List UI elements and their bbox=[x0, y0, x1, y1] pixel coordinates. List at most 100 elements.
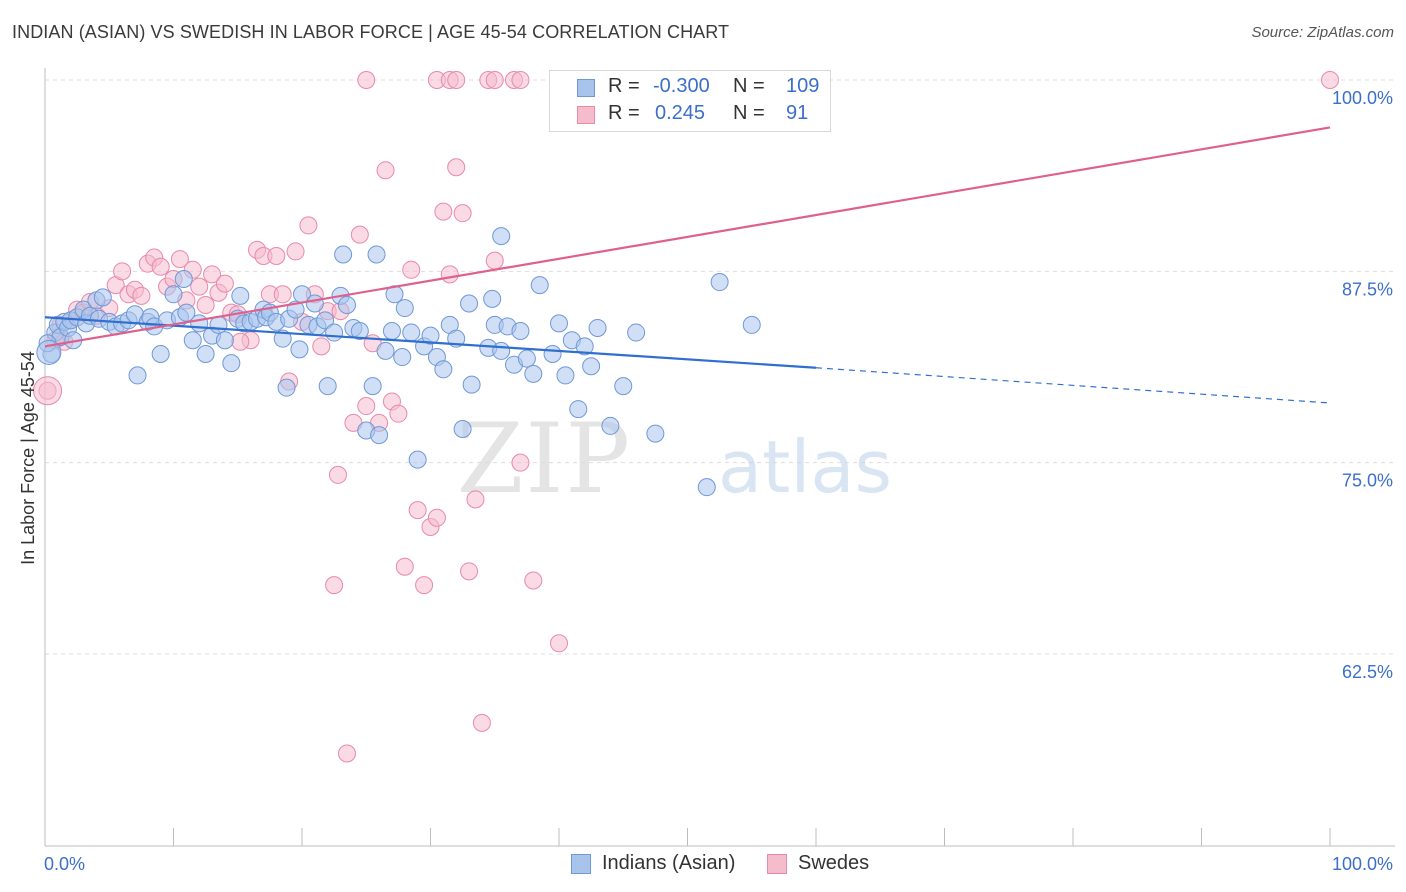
y-tick-label: 62.5% bbox=[1342, 662, 1393, 682]
tick-labels: 62.5% 75.0% 87.5% 100.0% 0.0% 100.0% bbox=[44, 88, 1393, 874]
swede-point bbox=[447, 158, 466, 177]
swede-point bbox=[511, 453, 530, 472]
n-label: N = bbox=[733, 102, 765, 124]
indian-point bbox=[492, 227, 511, 246]
r-value: 0.245 bbox=[655, 102, 706, 124]
indian-point bbox=[462, 375, 481, 394]
indian-point bbox=[183, 331, 202, 350]
swede-point bbox=[357, 71, 376, 89]
indians-trend-line bbox=[44, 316, 817, 369]
swede-point bbox=[415, 576, 434, 595]
indian-point bbox=[569, 400, 588, 419]
indian-point bbox=[556, 366, 575, 385]
indian-point bbox=[601, 416, 620, 435]
indian-point bbox=[395, 299, 414, 318]
swede-point bbox=[325, 576, 344, 595]
swede-point bbox=[427, 508, 446, 527]
indians-points bbox=[36, 227, 761, 497]
indian-point bbox=[697, 478, 716, 497]
r-label: R = bbox=[608, 102, 640, 124]
indian-point bbox=[325, 323, 344, 342]
swede-point bbox=[328, 465, 347, 484]
indian-point bbox=[530, 276, 549, 295]
y-axis-label: In Labor Force | Age 45-54 bbox=[18, 351, 38, 565]
y-tick-label: 75.0% bbox=[1342, 471, 1393, 491]
swede-point bbox=[1321, 71, 1339, 89]
legend-swatch-pink bbox=[767, 854, 787, 874]
indian-point bbox=[582, 357, 601, 376]
indian-point bbox=[305, 294, 324, 313]
indian-point bbox=[367, 245, 386, 264]
swede-point bbox=[113, 262, 132, 281]
swede-point bbox=[151, 257, 170, 276]
swede-point bbox=[350, 225, 369, 244]
swede-point bbox=[447, 71, 466, 89]
watermark-zip: ZIP bbox=[457, 403, 632, 515]
swede-point bbox=[472, 713, 491, 732]
indian-point bbox=[363, 377, 382, 396]
indian-point bbox=[627, 323, 646, 342]
indian-point bbox=[350, 322, 369, 341]
swede-point bbox=[132, 286, 151, 305]
swede-point bbox=[203, 265, 222, 284]
n-value: 91 bbox=[786, 102, 809, 124]
swede-point bbox=[357, 397, 376, 416]
swede-point bbox=[440, 265, 459, 284]
n-label: N = bbox=[733, 75, 765, 97]
swede-point bbox=[215, 274, 234, 293]
swede-point bbox=[485, 71, 504, 89]
swede-point bbox=[389, 404, 408, 423]
swede-point bbox=[511, 71, 530, 89]
swedes-points bbox=[33, 71, 1339, 763]
swede-point bbox=[299, 216, 318, 235]
correlation-stats-box: R = -0.300 N = 109 R = 0.245 N = 91 bbox=[549, 70, 831, 132]
indian-point bbox=[334, 245, 353, 264]
indian-point bbox=[742, 315, 761, 334]
indian-point bbox=[524, 364, 543, 383]
blue-swatch bbox=[577, 79, 595, 97]
indian-point bbox=[575, 337, 594, 356]
indian-point bbox=[393, 348, 412, 367]
stats-row-indians: R = -0.300 N = 109 bbox=[550, 75, 830, 101]
swede-point bbox=[231, 332, 250, 351]
swede-point bbox=[273, 285, 292, 304]
swede-point bbox=[376, 161, 395, 180]
trend-lines bbox=[44, 126, 1331, 404]
indian-point bbox=[588, 318, 607, 337]
indian-point bbox=[453, 419, 472, 438]
indian-point bbox=[382, 322, 401, 341]
swede-point bbox=[267, 247, 286, 266]
swede-point bbox=[402, 260, 421, 279]
swede-point bbox=[170, 250, 189, 269]
indian-point bbox=[231, 286, 250, 305]
watermark: ZIP atlas bbox=[457, 403, 892, 515]
indian-point bbox=[402, 323, 421, 342]
x-tick-label: 100.0% bbox=[1332, 854, 1393, 874]
swede-point bbox=[466, 490, 485, 509]
indian-point bbox=[550, 314, 568, 333]
indian-point bbox=[483, 289, 502, 308]
indian-point bbox=[421, 326, 440, 345]
indian-point bbox=[174, 269, 193, 288]
axes bbox=[44, 68, 1395, 847]
indian-point bbox=[164, 285, 183, 304]
indian-point bbox=[646, 424, 665, 443]
swede-point bbox=[550, 634, 568, 653]
swede-point bbox=[395, 557, 414, 576]
indian-point bbox=[710, 273, 729, 292]
indian-point bbox=[151, 344, 170, 363]
swede-point bbox=[453, 204, 472, 223]
indians-trend-extension bbox=[815, 367, 1331, 404]
stats-row-swedes: R = 0.245 N = 91 bbox=[550, 102, 830, 128]
swede-point bbox=[485, 251, 504, 270]
indian-point bbox=[408, 450, 427, 469]
swede-point bbox=[337, 744, 356, 763]
indian-point bbox=[209, 315, 228, 334]
indian-point bbox=[215, 331, 234, 350]
swede-point bbox=[312, 337, 331, 356]
r-label: R = bbox=[608, 75, 640, 97]
indian-point bbox=[376, 341, 395, 360]
legend-swatch-blue bbox=[571, 854, 591, 874]
indian-point bbox=[316, 311, 335, 330]
indian-point bbox=[128, 366, 147, 385]
